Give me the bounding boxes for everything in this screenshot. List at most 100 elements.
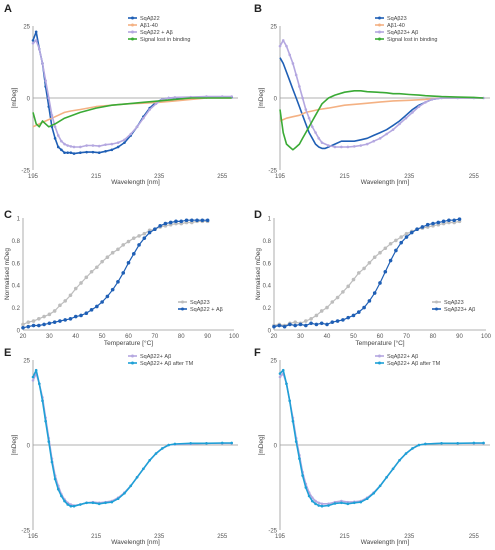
data-point bbox=[104, 149, 107, 153]
data-point bbox=[293, 320, 298, 324]
y-axis-label: [mDeg] bbox=[258, 434, 265, 455]
legend-marker bbox=[131, 23, 134, 27]
data-point bbox=[110, 142, 114, 146]
data-point bbox=[47, 312, 52, 317]
y-tick-label: 0.6 bbox=[263, 261, 272, 267]
data-point bbox=[281, 39, 285, 42]
legend-label: SqAβ23 bbox=[190, 300, 210, 306]
data-point bbox=[129, 484, 133, 488]
series-line bbox=[273, 220, 460, 327]
data-point bbox=[205, 442, 208, 445]
x-tick-label: 30 bbox=[46, 334, 53, 340]
x-tick-label: 50 bbox=[350, 334, 357, 340]
data-point bbox=[79, 503, 82, 506]
series-line bbox=[32, 369, 232, 507]
data-point bbox=[365, 142, 369, 146]
data-point bbox=[63, 142, 66, 146]
data-point bbox=[31, 379, 35, 382]
panel-label: C bbox=[4, 209, 12, 221]
data-point bbox=[68, 293, 73, 298]
data-point bbox=[385, 132, 388, 136]
y-tick-label: 25 bbox=[23, 25, 30, 31]
data-point bbox=[205, 218, 210, 223]
data-point bbox=[314, 499, 317, 503]
data-point bbox=[173, 442, 177, 446]
y-tick-label: 0.2 bbox=[12, 306, 21, 312]
data-point bbox=[398, 122, 401, 126]
y-tick-label: 25 bbox=[270, 25, 277, 31]
data-point bbox=[190, 218, 194, 223]
x-tick-label: 100 bbox=[229, 334, 240, 340]
legend-marker bbox=[131, 30, 134, 34]
data-point bbox=[31, 319, 36, 323]
data-point bbox=[330, 320, 335, 324]
data-point bbox=[79, 313, 83, 318]
data-point bbox=[105, 255, 110, 259]
x-tick-label: 40 bbox=[72, 334, 79, 340]
data-point bbox=[34, 39, 38, 42]
data-point bbox=[168, 220, 173, 225]
panel-label: F bbox=[254, 347, 261, 359]
data-point bbox=[89, 308, 94, 312]
y-tick-label: -25 bbox=[268, 529, 277, 535]
data-point bbox=[137, 243, 141, 247]
x-axis-label: Wavelength [nm] bbox=[361, 179, 410, 186]
y-tick-label: 0.8 bbox=[12, 239, 21, 245]
x-tick-label: 70 bbox=[403, 334, 410, 340]
data-point bbox=[167, 96, 170, 100]
x-tick-label: 195 bbox=[28, 534, 39, 540]
data-point bbox=[63, 499, 66, 503]
data-point bbox=[34, 30, 38, 34]
data-point bbox=[189, 442, 192, 445]
data-point bbox=[195, 218, 199, 223]
data-point bbox=[72, 152, 76, 155]
legend-label: SqAβ22+ Aβ bbox=[387, 354, 418, 360]
y-axis-label: Normalised mDeg bbox=[255, 248, 262, 300]
legend-marker bbox=[378, 23, 381, 27]
data-point bbox=[123, 491, 126, 495]
data-point bbox=[123, 138, 126, 142]
data-point bbox=[110, 500, 114, 504]
y-tick-label: -25 bbox=[21, 529, 30, 535]
data-point bbox=[200, 218, 205, 223]
x-tick-label: 235 bbox=[404, 174, 415, 180]
legend-label: SqAβ23 bbox=[387, 16, 407, 22]
chart-panel-c: C 0 0.2 0.4 0.6 0.8 1 20 30 40 50 60 70 80 90 100 Temper… bbox=[4, 209, 240, 347]
data-point bbox=[327, 144, 330, 147]
y-tick-label: -25 bbox=[268, 169, 277, 175]
data-point bbox=[420, 225, 425, 229]
data-point bbox=[404, 452, 408, 455]
data-point bbox=[327, 504, 330, 507]
legend-label: SqAβ23 bbox=[444, 300, 464, 306]
data-point bbox=[53, 125, 57, 129]
data-point bbox=[335, 319, 340, 323]
x-tick-label: 255 bbox=[469, 174, 480, 180]
y-axis-label: [mDeg] bbox=[11, 434, 18, 455]
data-point bbox=[346, 502, 350, 506]
data-point bbox=[319, 321, 324, 326]
data-point bbox=[161, 447, 164, 450]
series-line bbox=[32, 97, 232, 128]
legend-label: SqAβ22+ Aβ after TM bbox=[387, 361, 441, 367]
series-line bbox=[32, 97, 232, 128]
data-point bbox=[333, 502, 337, 505]
data-point bbox=[154, 102, 158, 106]
y-tick-label: 1 bbox=[17, 217, 21, 223]
x-axis-label: Wavelength [nm] bbox=[111, 179, 160, 186]
data-point bbox=[21, 322, 25, 327]
y-tick-label: 0.6 bbox=[12, 261, 21, 267]
data-point bbox=[278, 44, 282, 48]
data-point bbox=[304, 108, 308, 111]
data-point bbox=[47, 321, 52, 326]
data-point bbox=[163, 221, 168, 226]
data-point bbox=[285, 382, 288, 386]
x-tick-label: 60 bbox=[377, 334, 384, 340]
data-point bbox=[72, 504, 76, 508]
data-point bbox=[447, 218, 451, 223]
data-point bbox=[404, 116, 408, 120]
data-point bbox=[357, 310, 361, 314]
data-point bbox=[135, 125, 139, 129]
data-point bbox=[73, 314, 78, 319]
data-point bbox=[301, 474, 304, 477]
data-point bbox=[31, 41, 35, 45]
